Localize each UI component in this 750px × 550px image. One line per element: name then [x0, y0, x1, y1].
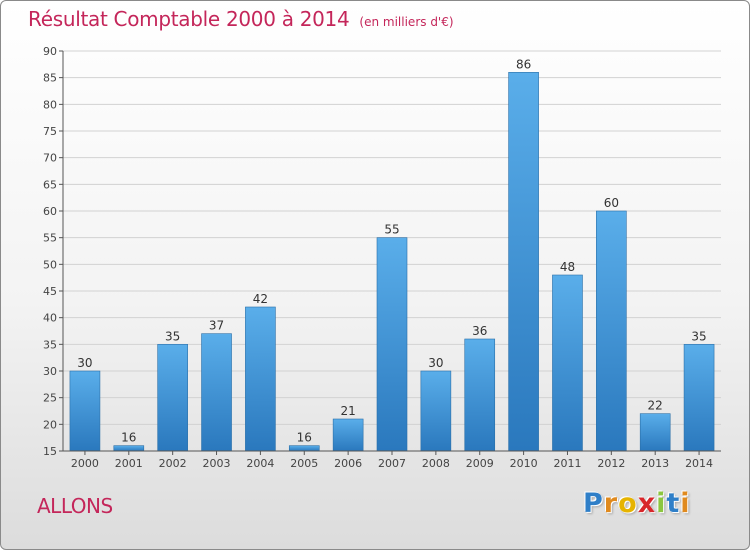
x-tick-label: 2013: [641, 457, 669, 470]
logo-letter: x: [637, 488, 657, 519]
bar-value-label: 36: [472, 324, 487, 338]
y-tick-label: 45: [43, 285, 57, 298]
y-tick-label: 85: [43, 72, 57, 85]
x-tick-label: 2012: [597, 457, 625, 470]
bar-value-label: 55: [384, 223, 399, 237]
x-tick-label: 2001: [115, 457, 143, 470]
bar-value-label: 35: [691, 329, 706, 343]
bar-2000: [69, 370, 101, 452]
logo-letter: o: [618, 488, 638, 519]
bar-2010: [508, 72, 539, 452]
chart-header: Résultat Comptable 2000 à 2014 (en millie…: [28, 7, 454, 31]
y-tick-label: 55: [43, 232, 57, 245]
bar-value-label: 60: [604, 196, 619, 210]
logo-letter: i: [680, 488, 691, 519]
bar-value-label: 86: [516, 57, 531, 71]
logo-letter: i: [656, 488, 667, 519]
bar-value-label: 35: [165, 329, 180, 343]
bar-2013: [639, 413, 671, 452]
bar-2014: [683, 344, 715, 452]
x-tick-label: 2004: [246, 457, 274, 470]
x-tick-label: 2008: [422, 457, 450, 470]
x-tick-label: 2003: [203, 457, 231, 470]
bar-value-label: 48: [560, 260, 575, 274]
bar-2005: [288, 445, 320, 452]
bar-value-label: 16: [297, 431, 312, 445]
x-tick-label: 2009: [466, 457, 494, 470]
bar-2009: [464, 338, 496, 452]
bar-value-label: 22: [648, 399, 663, 413]
location-name: ALLONS: [37, 494, 113, 518]
chart-title: Résultat Comptable 2000 à 2014: [28, 7, 350, 31]
x-tick-label: 2000: [71, 457, 99, 470]
x-tick-label: 2014: [685, 457, 713, 470]
bar-2006: [332, 418, 364, 452]
y-tick-label: 80: [43, 98, 57, 111]
logo-letter: P: [583, 488, 604, 519]
y-tick-label: 40: [43, 312, 57, 325]
y-tick-label: 90: [43, 45, 57, 58]
bar-2011: [552, 274, 583, 452]
x-tick-label: 2007: [378, 457, 406, 470]
bars: 30 16 35 37 42 16 21 55 30 36 86 48 60 22 35: [69, 57, 715, 452]
bar-value-label: 37: [209, 319, 224, 333]
bar-value-label: 30: [77, 356, 92, 370]
y-tick-label: 75: [43, 125, 57, 138]
bar-2003: [201, 333, 232, 452]
y-tick-label: 20: [43, 418, 57, 431]
bar-2007: [376, 237, 408, 452]
bar-value-label: 42: [253, 292, 268, 306]
bar-2002: [157, 344, 188, 452]
bar-value-label: 30: [428, 356, 443, 370]
bar-value-label: 16: [121, 431, 136, 445]
y-tick-label: 60: [43, 205, 57, 218]
logo-letter: t: [666, 488, 681, 519]
axes: 15 20 25 30 35 40 45 50 55 60 65 70 75 80 85 90 2000 2001…: [43, 45, 721, 470]
y-tick-label: 50: [43, 258, 57, 271]
y-tick-label: 35: [43, 338, 57, 351]
y-tick-label: 65: [43, 178, 57, 191]
chart-subtitle: (en milliers d'€): [359, 15, 454, 29]
y-tick-label: 25: [43, 392, 57, 405]
x-tick-label: 2005: [290, 457, 318, 470]
x-tick-label: 2006: [334, 457, 362, 470]
y-tick-label: 30: [43, 365, 57, 378]
bar-2001: [113, 445, 145, 452]
x-tick-label: 2002: [159, 457, 187, 470]
bar-2012: [596, 210, 627, 452]
bar-value-label: 21: [340, 404, 355, 418]
bar-2008: [420, 370, 452, 452]
y-tick-label: 70: [43, 152, 57, 165]
y-tick-label: 15: [43, 445, 57, 458]
proxiti-logo: Proxiti: [583, 488, 691, 519]
bar-2004: [245, 306, 276, 452]
logo-letter: r: [603, 488, 619, 519]
x-tick-label: 2010: [510, 457, 538, 470]
x-tick-label: 2011: [553, 457, 581, 470]
